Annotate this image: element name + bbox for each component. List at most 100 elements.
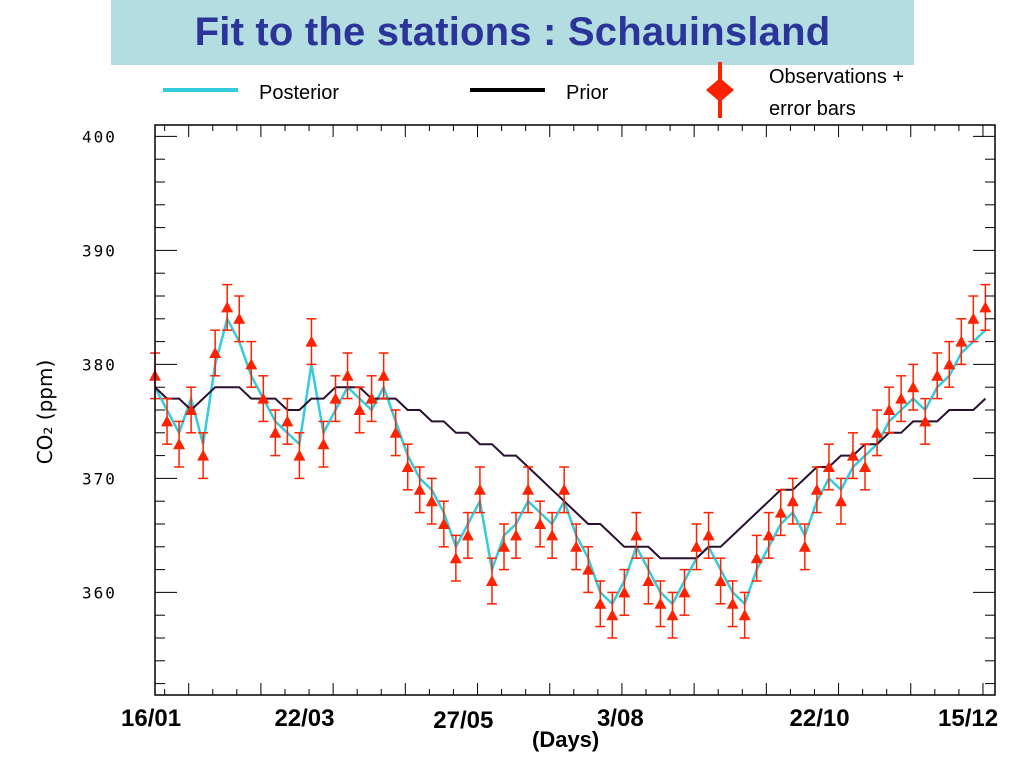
observation-point [173,420,186,468]
observation-marker [907,381,920,393]
observation-marker [269,426,282,438]
observation-marker [317,438,330,450]
observation-point [305,318,318,366]
observation-marker [690,540,703,552]
x-tick-label: 22/10 [789,705,850,732]
plot-area: 360 370 380 390 400 CO₂ (ppm) [33,124,996,696]
observation-point [702,511,715,559]
observation-point [967,295,980,343]
observation-point [257,375,270,423]
observation-marker [654,597,667,609]
observation-point [209,329,222,377]
observation-marker [425,495,438,507]
observation-point [341,352,354,400]
observation-point [413,466,426,514]
x-tick-label: 22/03 [274,705,335,732]
observation-point [582,546,595,594]
observation-marker [197,449,210,461]
observation-marker [883,404,896,415]
observation-marker [377,369,390,381]
observation-point [895,375,908,423]
observation-marker [871,426,884,438]
observation-marker [522,483,535,495]
observation-marker [895,392,908,404]
observation-point [570,523,583,571]
observation-marker [810,483,823,495]
observation-marker [774,506,787,518]
observation-point [485,557,498,605]
observation-point [606,591,619,639]
observation-point [161,397,174,445]
observation-point [955,318,968,366]
observation-point [883,386,896,434]
observation-point [630,511,643,559]
observation-point [197,432,210,480]
observation-point [738,591,751,639]
observation-point [798,523,811,571]
observation-point [281,397,294,445]
observation-point [461,511,474,559]
observation-marker [822,461,835,472]
legend-prior-label: Prior [566,82,609,104]
observation-point [317,420,330,468]
observation-marker [510,529,523,541]
observation-point [834,477,847,525]
observation-point [510,511,523,559]
series-posterior-line [155,315,987,607]
observation-marker [967,312,980,324]
y-tick-label: 360 [82,583,117,602]
observation-marker [221,301,234,313]
observation-point [233,295,246,343]
observation-marker [401,461,414,472]
x-tick-label: 15/12 [938,705,999,732]
observation-point [329,375,342,423]
observation-marker [714,575,727,586]
observation-marker [305,335,318,347]
observation-point [365,375,378,423]
observation-marker [859,461,872,472]
legend-posterior-label: Posterior [259,82,340,104]
observation-point [666,591,679,639]
observation-marker [281,415,294,427]
observation-marker [738,609,751,621]
observation-point [979,283,992,331]
observation-marker [702,529,715,541]
chart-title: Fit to the stations : Schauinsland [194,10,831,54]
observation-marker [570,540,583,552]
observation-marker [233,312,246,324]
observation-marker [582,563,595,575]
legend-observations-label-line2: error bars [769,98,856,120]
observation-marker [618,586,631,598]
observation-point [810,466,823,514]
observation-marker [678,586,691,598]
observation-marker [726,597,739,609]
observation-marker [834,495,847,507]
observation-marker [245,358,258,370]
observation-marker [642,575,655,586]
observation-point [245,340,258,388]
observation-point [786,477,799,525]
observation-marker [546,529,559,541]
observation-marker [293,449,306,461]
observation-marker [461,529,474,541]
observation-point [750,534,763,582]
observation-point [931,352,944,400]
x-axis-label: (Days) [532,727,600,752]
observation-point [774,489,787,537]
observation-point [642,557,655,605]
observation-point [425,477,438,525]
observation-marker [257,392,270,404]
observation-point [618,568,631,616]
observation-marker [437,518,450,529]
observation-marker [786,495,799,507]
observation-point [594,580,607,628]
observation-marker [943,358,956,370]
observation-point [437,500,450,548]
observation-marker [497,540,510,552]
legend-observations-label-line1: Observations + [769,66,905,88]
observation-point [822,443,835,491]
observation-marker [630,529,643,541]
observation-point [293,432,306,480]
observation-point [401,443,414,491]
